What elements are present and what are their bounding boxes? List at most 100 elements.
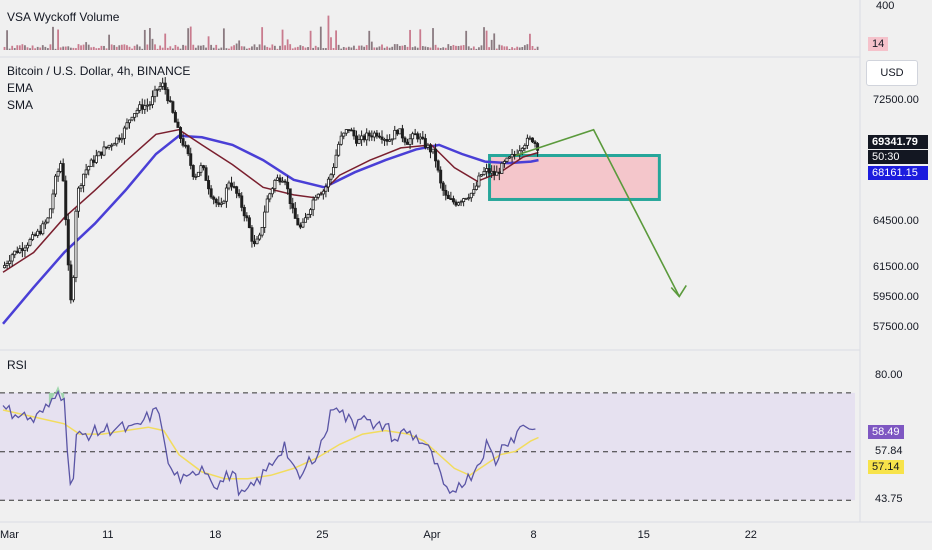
volume-bar	[248, 47, 251, 50]
candle-body	[372, 132, 376, 138]
volume-bar	[49, 44, 52, 50]
volume-bar	[373, 47, 376, 50]
countdown-tag: 50:30	[868, 150, 928, 164]
candle-body	[520, 147, 524, 152]
volume-bar	[284, 45, 286, 50]
volume-bar	[455, 45, 457, 50]
candle-body	[117, 137, 121, 141]
candle-body	[13, 250, 17, 256]
currency-button[interactable]: USD	[866, 60, 918, 86]
volume-bar	[411, 47, 414, 50]
volume-bar	[381, 44, 383, 50]
volume-bar	[34, 48, 37, 50]
rsi-axis-label: 80.00	[875, 368, 903, 381]
volume-bar	[238, 40, 241, 50]
candle-body	[408, 138, 412, 145]
candle-body	[423, 138, 427, 148]
candle-body	[196, 171, 200, 177]
projection-arrow	[515, 128, 687, 298]
candle-body	[400, 128, 404, 139]
candle-body	[303, 217, 307, 223]
candle-body	[156, 88, 160, 91]
candle-body	[179, 127, 183, 139]
candle-body	[377, 135, 381, 138]
candle-body	[84, 169, 88, 175]
candle-body	[360, 135, 364, 141]
ema-legend: EMA	[7, 81, 34, 95]
volume-bar	[82, 44, 85, 50]
candle-body	[125, 122, 129, 129]
time-axis-label: Apr	[423, 529, 441, 541]
candle-body	[316, 193, 320, 198]
volume-bar	[452, 44, 455, 50]
candle-body	[479, 174, 483, 177]
candle-body	[472, 189, 476, 194]
volume-bar	[421, 46, 424, 50]
time-axis-label: 18	[209, 529, 222, 541]
candle-body	[344, 129, 348, 134]
candle-body	[258, 234, 262, 240]
volume-bar	[493, 33, 496, 50]
volume-bar	[207, 36, 210, 50]
candle-body	[283, 180, 287, 183]
volume-bar	[243, 46, 246, 50]
candle-body	[296, 218, 300, 226]
candle-body	[15, 250, 19, 254]
volume-bars	[3, 15, 539, 50]
volume-current-tag: 14	[868, 37, 889, 51]
volume-bar	[427, 47, 429, 50]
candle-body	[69, 264, 73, 301]
volume-bar	[294, 47, 297, 50]
volume-bar	[398, 45, 401, 50]
price-axis-label: 64500.00	[873, 215, 919, 228]
candle-body	[232, 186, 236, 188]
volume-bar	[222, 28, 225, 50]
volume-bar	[337, 44, 340, 50]
volume-bar	[299, 45, 302, 50]
candle-body	[122, 127, 126, 139]
candle-body	[263, 211, 267, 228]
candle-body	[355, 135, 359, 144]
volume-bar	[511, 47, 513, 50]
candle-body	[375, 132, 379, 137]
candle-body	[8, 260, 12, 264]
candle-body	[107, 144, 111, 148]
candle-body	[270, 188, 274, 195]
volume-bar	[64, 46, 67, 50]
candle-body	[5, 263, 9, 266]
volume-bar	[391, 46, 394, 50]
volume-bar	[258, 44, 261, 50]
volume-bar	[128, 46, 131, 50]
candle-body	[347, 129, 351, 131]
volume-bar	[353, 45, 355, 50]
volume-bar	[388, 47, 391, 50]
projection-path	[515, 128, 681, 297]
volume-bar	[350, 47, 353, 50]
volume-bar	[279, 45, 281, 50]
volume-bar	[386, 46, 389, 50]
volume-bar	[217, 48, 220, 50]
time-axis-label: Mar	[0, 529, 19, 541]
volume-bar	[220, 47, 223, 50]
volume-bar	[296, 46, 299, 50]
volume-bar	[370, 41, 373, 50]
candle-body	[467, 197, 471, 200]
candle-body	[105, 146, 109, 149]
volume-bar	[442, 47, 445, 50]
volume-bar	[205, 47, 207, 50]
volume-bar	[41, 45, 44, 50]
volume-bar	[312, 47, 315, 50]
candle-body	[176, 121, 180, 128]
moving-averages	[2, 128, 539, 325]
volume-bar	[286, 39, 289, 50]
candle-body	[469, 192, 473, 199]
volume-bar	[87, 44, 90, 50]
volume-bar	[534, 48, 536, 50]
candle-body	[434, 148, 438, 162]
volume-bar	[154, 44, 156, 50]
rsi-axis-label: 43.75	[875, 493, 903, 506]
volume-bar	[133, 45, 136, 50]
candle-body	[388, 139, 392, 142]
volume-bar	[322, 48, 325, 50]
